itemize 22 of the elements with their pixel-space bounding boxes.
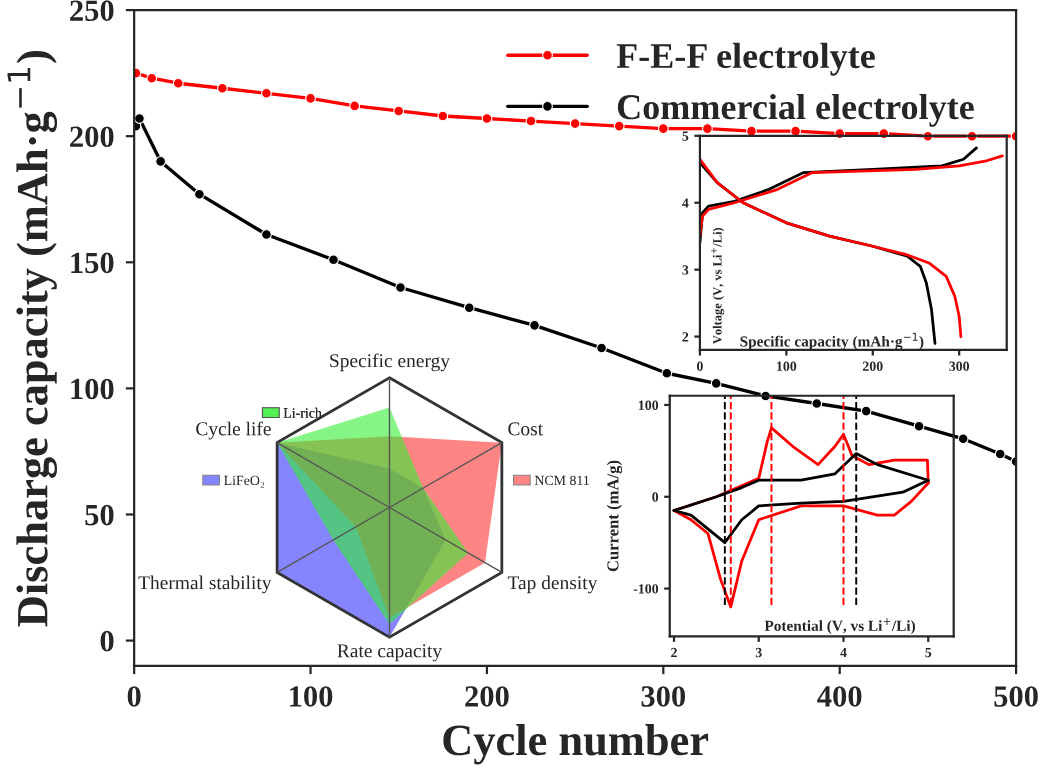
x-tick-label: 400 — [817, 686, 862, 707]
y-tick-label: 100 — [71, 378, 114, 400]
x-tick-label: 300 — [641, 686, 686, 707]
legend-label: F-E-F electrolyte — [616, 42, 875, 76]
x-tick-label: 0 — [127, 686, 141, 707]
y-tick-label: 50 — [85, 504, 114, 526]
x-tick-label: 500 — [994, 686, 1038, 707]
spoke-label: Rate capacity — [337, 644, 443, 662]
x-axis-title: Cycle number — [443, 724, 709, 765]
spoke-label: Cycle life — [196, 421, 271, 440]
spoke-label: Thermal stability — [138, 575, 272, 594]
y-tick-label: 200 — [70, 126, 114, 148]
y-axis-title: Current (mA/g) — [606, 460, 623, 572]
y-tick-label: 150 — [71, 252, 114, 274]
x-tick-label: 100 — [290, 686, 333, 707]
y-axis-title: Discharge capacity (mAh·g$^{−1}$) — [7, 50, 58, 627]
spoke-label: Tap density — [507, 575, 598, 594]
spoke-label: Cost — [508, 422, 544, 436]
legend-label: Commercial electrolyte — [617, 93, 974, 127]
spoke-label: Specific energy — [330, 353, 450, 372]
y-tick-label: 250 — [70, 0, 114, 21]
x-tick-label: 200 — [465, 686, 509, 707]
